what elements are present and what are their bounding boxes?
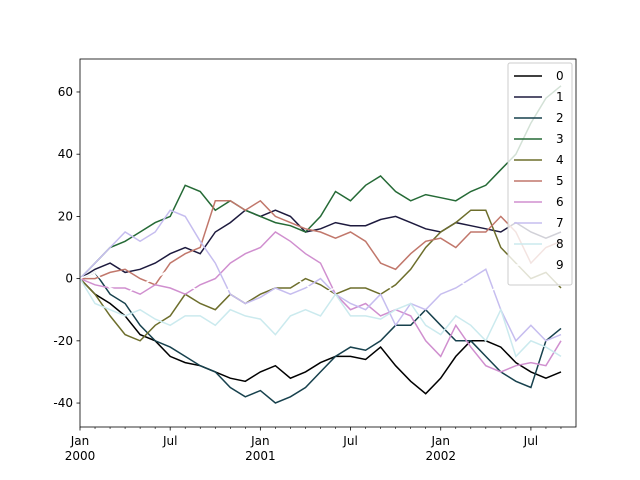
- y-tick-label: -40: [53, 396, 73, 410]
- series-line: [80, 209, 562, 280]
- axes-frame: [79, 58, 577, 428]
- legend-label: 7: [556, 216, 564, 230]
- legend-label: 1: [556, 90, 564, 104]
- x-tick-label: Jan: [70, 434, 90, 448]
- legend-label: 8: [556, 237, 564, 251]
- x-tick-label: Jan: [430, 434, 450, 448]
- y-tick-label: 40: [58, 147, 73, 161]
- y-tick-label: 60: [58, 85, 73, 99]
- series-line: [80, 265, 562, 299]
- x-tick-sublabel: 2002: [425, 449, 456, 463]
- legend-label: 5: [556, 174, 564, 188]
- series-line: [80, 209, 562, 342]
- series-line: [80, 271, 562, 404]
- y-tick-label: -20: [53, 334, 73, 348]
- x-tick-label: Jul: [342, 434, 357, 448]
- series-line: [80, 231, 562, 373]
- plot-area: [80, 85, 562, 404]
- series-line: [80, 199, 562, 286]
- series-line: [80, 85, 562, 280]
- series-line: [80, 209, 562, 343]
- legend-label: 2: [556, 111, 564, 125]
- y-tick-label: 20: [58, 209, 73, 223]
- legend-label: 6: [556, 195, 564, 209]
- x-tick-sublabel: 2001: [245, 449, 276, 463]
- x-tick-label: Jul: [162, 434, 177, 448]
- legend-label: 9: [556, 258, 564, 272]
- y-tick-label: 0: [65, 272, 73, 286]
- x-tick-sublabel: 2000: [65, 449, 96, 463]
- x-tick-label: Jul: [523, 434, 538, 448]
- series-line: [80, 278, 562, 358]
- x-tick-label: Jan: [250, 434, 270, 448]
- legend-label: 0: [556, 69, 564, 83]
- legend-label: 3: [556, 132, 564, 146]
- series-line: [80, 278, 562, 395]
- legend-label: 4: [556, 153, 564, 167]
